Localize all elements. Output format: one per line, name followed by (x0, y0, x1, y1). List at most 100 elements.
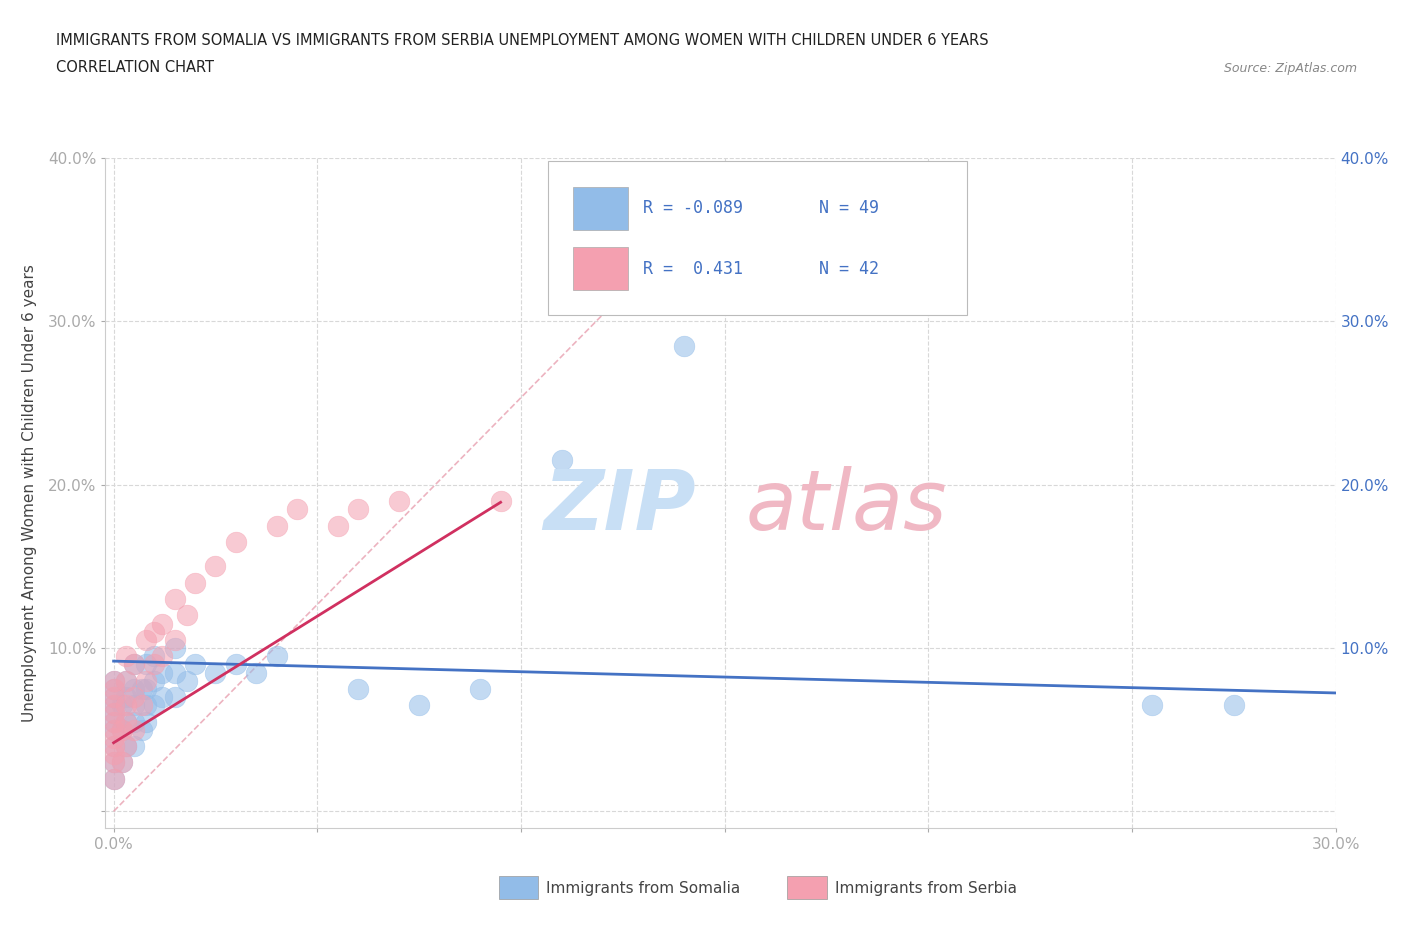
Point (103, 714, 125, 729)
Point (143, 673, 166, 688)
Point (111, 723, 134, 737)
Point (103, 698, 125, 712)
Point (551, 453, 574, 468)
Point (103, 738, 125, 753)
Point (103, 673, 125, 688)
Point (285, 502, 308, 517)
Point (143, 624, 166, 639)
Point (326, 518, 349, 533)
Point (152, 649, 174, 664)
Point (103, 682, 125, 697)
Bar (574, 246, 628, 290)
Point (135, 682, 157, 697)
Point (111, 698, 134, 712)
Point (103, 738, 125, 753)
Point (103, 698, 125, 712)
Point (122, 690, 145, 705)
Point (122, 657, 145, 671)
Point (111, 723, 134, 737)
Point (1223, 698, 1246, 712)
Text: atlas: atlas (745, 466, 946, 547)
Point (347, 682, 370, 697)
Text: N = 49: N = 49 (818, 199, 879, 218)
Point (103, 771, 125, 786)
Point (152, 616, 174, 631)
Point (103, 682, 125, 697)
Text: CORRELATION CHART: CORRELATION CHART (56, 60, 214, 75)
Point (266, 649, 288, 664)
Point (122, 738, 145, 753)
Point (135, 714, 157, 729)
Point (225, 657, 247, 671)
Point (111, 755, 134, 770)
Point (114, 738, 136, 753)
Point (143, 698, 166, 712)
Point (163, 641, 186, 656)
Point (122, 682, 145, 697)
Point (103, 755, 125, 770)
Point (245, 665, 267, 680)
Point (114, 673, 136, 688)
Point (143, 657, 166, 671)
Point (103, 755, 125, 770)
Point (152, 690, 174, 705)
Text: Source: ZipAtlas.com: Source: ZipAtlas.com (1223, 62, 1357, 75)
Point (489, 494, 512, 509)
Point (103, 673, 125, 688)
Point (103, 730, 125, 745)
Text: Immigrants from Serbia: Immigrants from Serbia (835, 881, 1017, 896)
Point (225, 535, 247, 550)
Point (103, 747, 125, 762)
Point (163, 632, 186, 647)
Point (347, 502, 370, 517)
Point (103, 771, 125, 786)
Point (114, 649, 136, 664)
Point (135, 632, 157, 647)
Point (135, 698, 157, 712)
Point (103, 690, 125, 705)
Point (103, 690, 125, 705)
Point (131, 723, 153, 737)
Point (103, 723, 125, 737)
Point (408, 698, 430, 712)
Point (114, 690, 136, 705)
Text: N = 42: N = 42 (818, 259, 879, 277)
Point (204, 665, 226, 680)
Point (131, 698, 153, 712)
Point (388, 494, 411, 509)
Point (135, 673, 157, 688)
Point (470, 682, 492, 697)
Point (131, 682, 153, 697)
Point (103, 706, 125, 721)
Text: Immigrants from Somalia: Immigrants from Somalia (546, 881, 740, 896)
Point (114, 714, 136, 729)
Point (103, 714, 125, 729)
Point (266, 518, 288, 533)
Point (122, 657, 145, 671)
Point (176, 608, 198, 623)
Point (114, 698, 136, 712)
Point (163, 591, 186, 606)
Text: IMMIGRANTS FROM SOMALIA VS IMMIGRANTS FROM SERBIA UNEMPLOYMENT AMONG WOMEN WITH : IMMIGRANTS FROM SOMALIA VS IMMIGRANTS FR… (56, 33, 988, 47)
Text: ZIP: ZIP (543, 466, 696, 547)
Point (122, 698, 145, 712)
Point (111, 755, 134, 770)
Bar (574, 187, 628, 230)
Y-axis label: Unemployment Among Women with Children Under 6 years: Unemployment Among Women with Children U… (22, 264, 37, 722)
Point (103, 723, 125, 737)
Point (135, 657, 157, 671)
Text: R = -0.089: R = -0.089 (643, 199, 742, 218)
Point (122, 723, 145, 737)
Point (631, 232, 654, 247)
Point (204, 559, 226, 574)
Point (122, 714, 145, 729)
Point (114, 738, 136, 753)
Point (114, 714, 136, 729)
Point (152, 665, 174, 680)
Point (672, 339, 695, 353)
Point (143, 649, 166, 664)
Point (163, 665, 186, 680)
Point (114, 673, 136, 688)
Point (1142, 698, 1164, 712)
Point (163, 690, 186, 705)
